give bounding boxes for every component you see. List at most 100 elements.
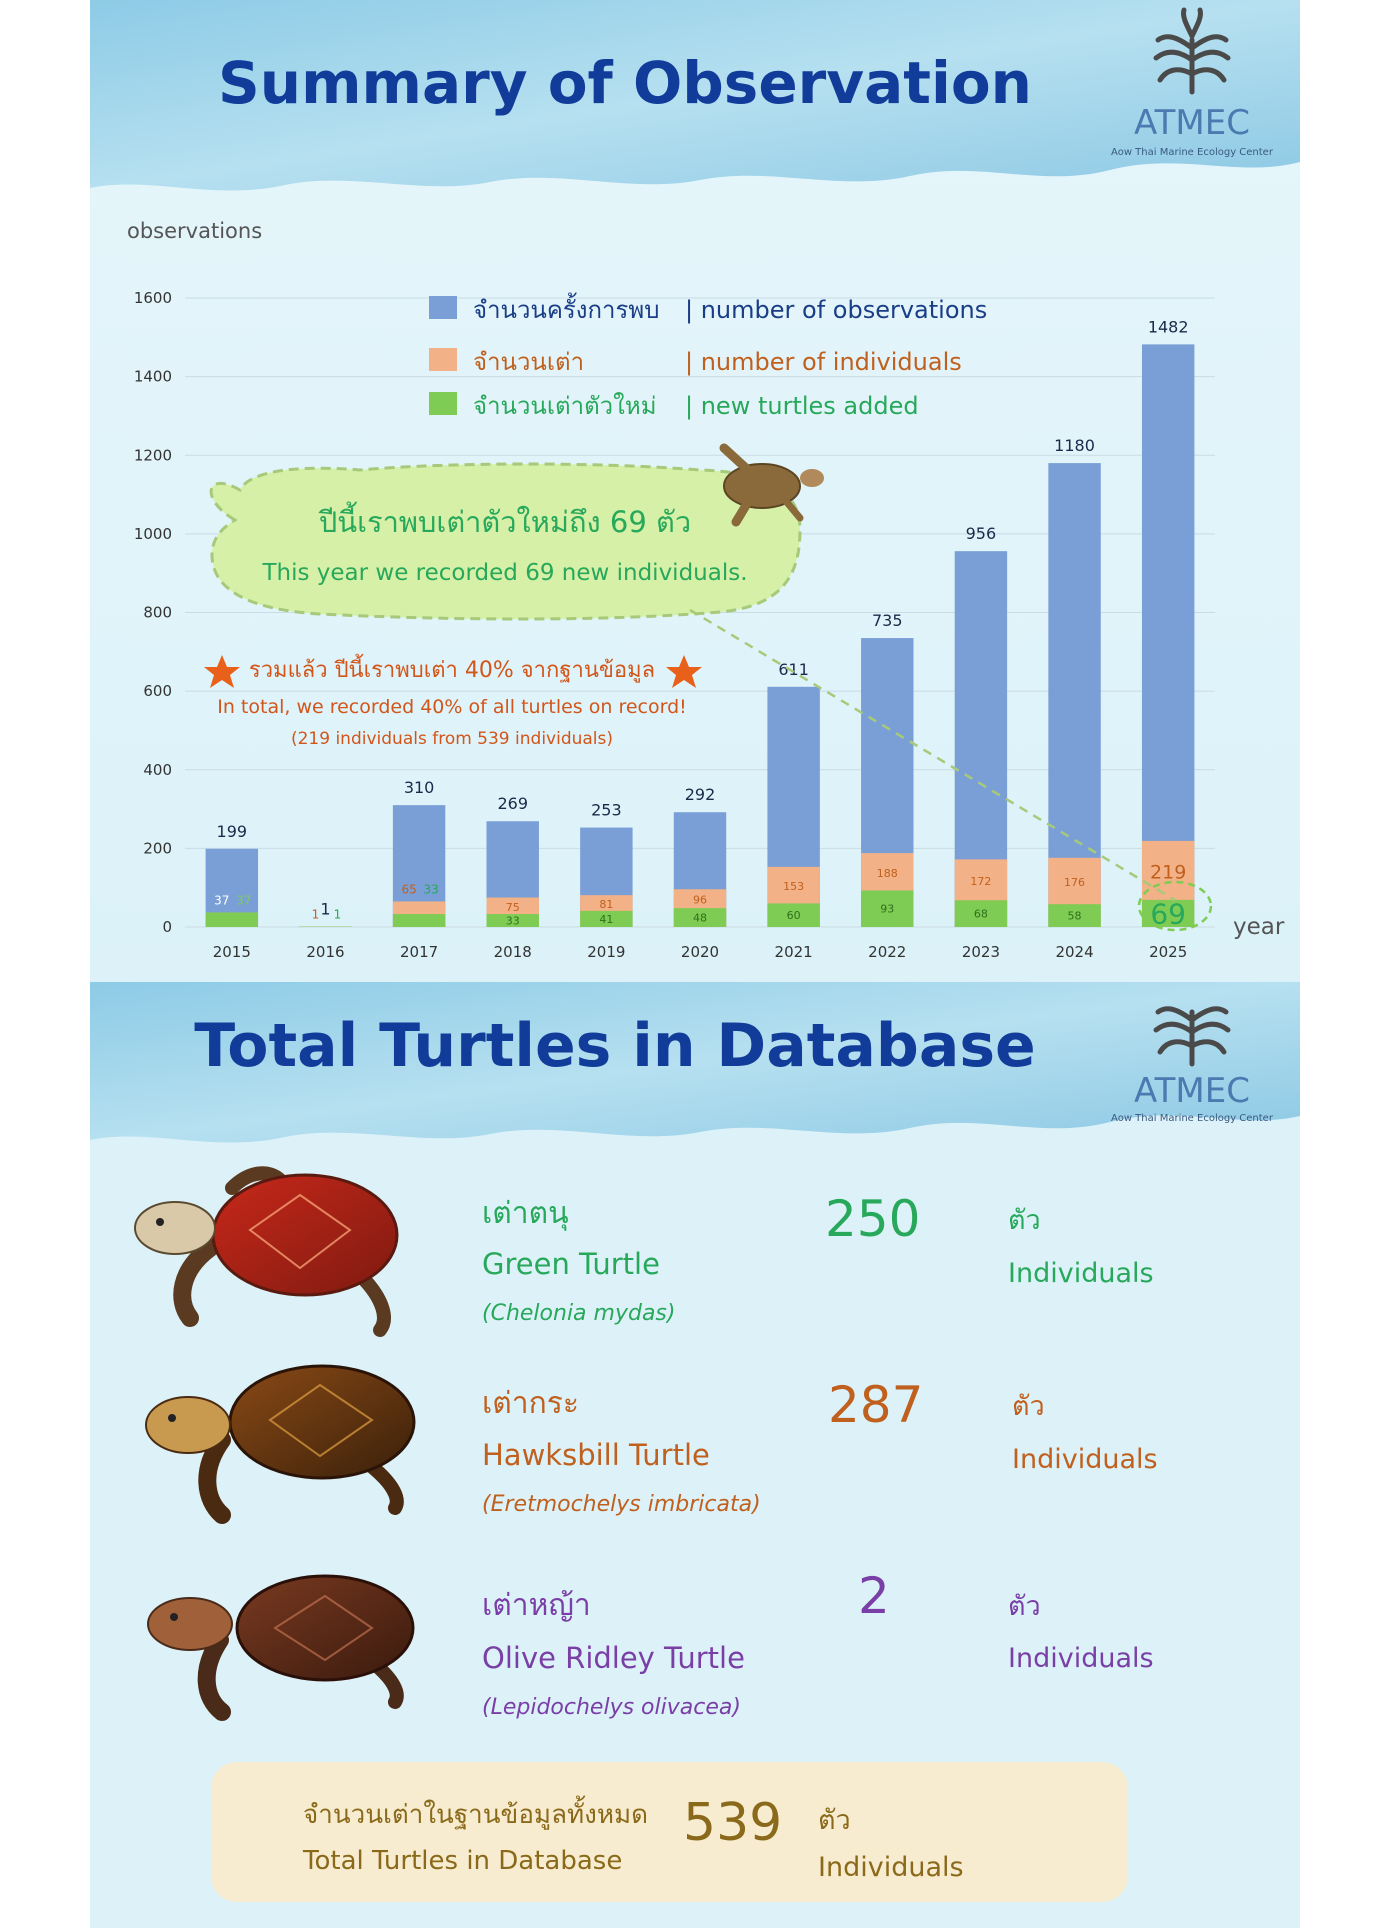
x-tick-label: 2022 — [868, 943, 906, 961]
data-label-individuals: 219 — [1150, 861, 1186, 883]
species-unit-th: ตัว — [1012, 1391, 1045, 1422]
data-label-new: 48 — [693, 912, 707, 925]
legend-label-th-observations: จำนวนครั้งการพบ — [473, 292, 659, 324]
x-tick-label: 2020 — [681, 943, 719, 961]
data-label-observations: 199 — [217, 822, 248, 841]
data-label-observations: 253 — [591, 801, 622, 820]
data-label-new: 60 — [787, 909, 801, 922]
y-tick-label: 1000 — [134, 525, 172, 543]
legend-label-th-individuals: จำนวนเต่า — [473, 348, 584, 376]
species-unit-th: ตัว — [1008, 1591, 1041, 1622]
legend-label-th-new: จำนวนเต่าตัวใหม่ — [473, 392, 657, 420]
bar-observations — [1141, 344, 1195, 927]
data-label-new: 58 — [1068, 910, 1082, 923]
callout-bubble — [209, 462, 802, 621]
legend-swatch-new — [429, 392, 457, 415]
data-label-observations: 956 — [966, 524, 997, 543]
green-turtle-icon — [134, 1166, 399, 1337]
x-tick-label: 2018 — [494, 943, 532, 961]
y-tick-label: 400 — [143, 761, 172, 779]
data-label-individuals: 1 — [312, 908, 320, 922]
x-axis-label: year — [1233, 914, 1285, 940]
data-label-individuals: 153 — [783, 880, 804, 893]
legend-label-en-new: | new turtles added — [685, 392, 919, 420]
x-tick-label: 2021 — [775, 943, 813, 961]
x-tick-label: 2015 — [213, 943, 251, 961]
bar-new-turtles — [861, 890, 914, 927]
bar-new-turtles — [486, 914, 539, 927]
species-name-en: Hawksbill Turtle — [482, 1438, 710, 1472]
callout-text-th: ปีนี้เราพบเต่าตัวใหม่ถึง 69 ตัว — [318, 501, 691, 539]
note-text-th: รวมแล้ว ปีนี้เราพบเต่า 40% จากฐานข้อมูล — [249, 654, 655, 683]
y-tick-label: 800 — [143, 604, 172, 622]
bar-new-turtles — [205, 912, 259, 927]
callout-text-en: This year we recorded 69 new individuals… — [261, 560, 747, 586]
y-tick-label: 600 — [143, 682, 172, 700]
note-text-detail: (219 individuals from 539 individuals) — [291, 729, 613, 749]
species-scientific-name: (Chelonia mydas) — [482, 1301, 676, 1326]
species-count: 2 — [858, 1567, 890, 1625]
data-label-observations: 1482 — [1148, 317, 1189, 336]
swimming-turtle-icon — [719, 443, 824, 527]
data-label-observations: 1 — [320, 900, 330, 919]
data-label-observations: 269 — [497, 794, 528, 813]
data-label-observations: 611 — [778, 660, 809, 679]
y-tick-label: 200 — [143, 839, 172, 857]
logo-name: ATMEC — [1134, 1071, 1250, 1111]
species-unit-en: Individuals — [1008, 1258, 1154, 1289]
species-scientific-name: (Lepidochelys olivacea) — [482, 1695, 741, 1720]
bar-new-turtles — [673, 908, 727, 927]
bar-new-turtles — [1048, 904, 1101, 927]
y-tick-label: 1400 — [134, 368, 172, 386]
logo-tagline: Aow Thai Marine Ecology Center — [1111, 1113, 1274, 1124]
data-label-new: 69 — [1150, 897, 1186, 930]
x-tick-label: 2016 — [306, 943, 344, 961]
data-label-individuals: 75 — [506, 901, 520, 914]
bar-new-turtles — [580, 910, 633, 927]
y-axis-label: observations — [127, 219, 262, 243]
highlight-circle — [1137, 880, 1213, 932]
bar-new-turtles — [767, 903, 820, 927]
x-tick-label: 2024 — [1055, 943, 1093, 961]
data-label-new: 41 — [599, 913, 613, 926]
data-label-new: 1 — [334, 908, 342, 922]
data-label-individuals: 37 — [214, 893, 229, 907]
total-label-en: Total Turtles in Database — [303, 1846, 623, 1876]
species-name-th: เต่าหญ้า — [482, 1588, 591, 1623]
legend-label-en-individuals: | number of individuals — [685, 348, 962, 376]
data-label-observations: 310 — [404, 778, 435, 797]
x-tick-label: 2019 — [587, 943, 625, 961]
species-count: 287 — [828, 1376, 924, 1434]
palm-icon — [1153, 1006, 1231, 1067]
bar-new-turtles — [954, 900, 1008, 927]
species-name-en: Olive Ridley Turtle — [482, 1641, 745, 1675]
x-tick-label: 2025 — [1149, 943, 1187, 961]
data-label-new: 33 — [423, 882, 438, 896]
species-name-th: เต่าตนุ — [482, 1196, 569, 1231]
species-unit-th: ตัว — [1008, 1205, 1041, 1236]
infographic-page: Summary of Observation ATMEC Aow Thai Ma… — [90, 0, 1300, 1928]
logo-tagline: Aow Thai Marine Ecology Center — [1111, 147, 1274, 158]
total-unit-en: Individuals — [818, 1852, 964, 1883]
data-label-new: 33 — [506, 915, 520, 928]
data-label-individuals: 188 — [877, 867, 898, 880]
star-icon — [666, 655, 702, 688]
y-tick-label: 1200 — [134, 446, 172, 464]
star-icon — [204, 655, 240, 688]
x-ticks: 2015 2016 2017 2018 2019 2020 2021 2022 2023 2024… — [213, 943, 1188, 961]
page-title: Summary of Observation — [218, 49, 1032, 117]
data-label-observations: 292 — [685, 785, 716, 804]
species-name-en: Green Turtle — [482, 1247, 660, 1281]
y-tick-label: 0 — [162, 918, 172, 936]
olive-ridley-turtle-icon — [147, 1574, 415, 1721]
data-label-individuals: 172 — [970, 875, 991, 888]
palm-icon — [1153, 7, 1231, 95]
legend-swatch-observations — [429, 296, 457, 319]
total-label-th: จำนวนเต่าในฐานข้อมูลทั้งหมด — [303, 1800, 648, 1830]
legend-label-en-observations: | number of observations — [685, 296, 987, 324]
total-box — [211, 1762, 1128, 1902]
legend: จำนวนครั้งการพบ | number of observations… — [429, 292, 987, 420]
species-count: 250 — [825, 1190, 921, 1248]
legend-swatch-individuals — [429, 348, 457, 371]
species-unit-en: Individuals — [1008, 1643, 1154, 1674]
